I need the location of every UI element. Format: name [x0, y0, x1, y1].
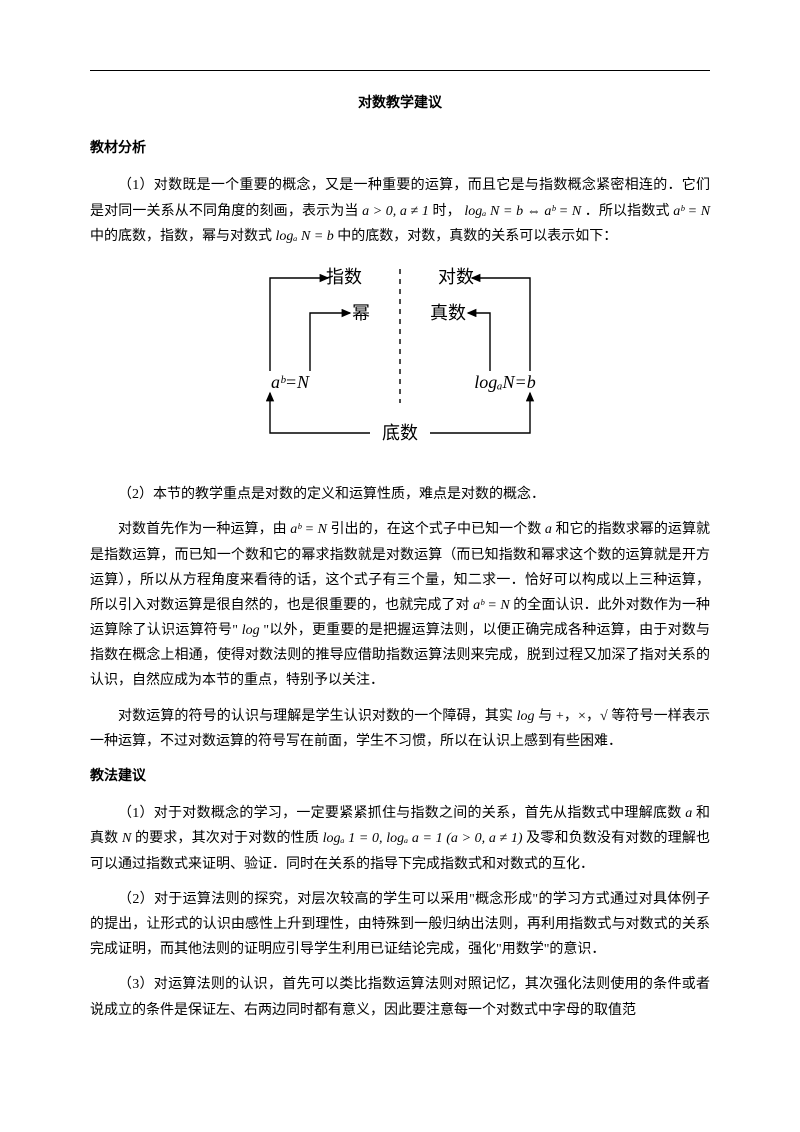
para-1: （1）对数既是一个重要的概念，又是一种重要的运算，而且它是与指数概念紧密相连的．… — [90, 173, 710, 249]
section-heading-method: 教法建议 — [90, 764, 710, 789]
bottom-left-arm — [270, 398, 370, 433]
para-5: （1）对于对数概念的学习，一定要紧紧抓住与指数之间的关系，首先从指数式中理解底数… — [90, 801, 710, 877]
relation-diagram: 指数 对数 幂 真数 aᵇ=N logₐN=b 底数 — [90, 263, 710, 462]
math-expr: aᵇ = N — [473, 598, 510, 613]
arrow-to-zhishu — [270, 278, 328, 363]
label-zhenshu: 真数 — [430, 303, 466, 323]
math-var: a — [685, 806, 692, 821]
text: 对数运算的符号的认识与理解是学生认识对数的一个障碍，其实 — [118, 709, 517, 724]
math-log: log — [517, 709, 535, 724]
bottom-right-arm — [430, 398, 530, 433]
text: 中的底数，对数，真数的关系可以表示如下： — [337, 229, 617, 244]
label-mi: 幂 — [352, 303, 370, 323]
eq-logarithm: logₐN=b — [474, 372, 535, 392]
para-6: （2）对于运算法则的探究，对层次较高的学生可以采用"概念形成"的学习方式通过对具… — [90, 887, 710, 963]
doc-title: 对数教学建议 — [90, 91, 710, 116]
arrow-to-duishu — [472, 278, 530, 363]
math-expr: logₐ N = b ⇔ aᵇ = N — [464, 204, 581, 219]
math-expr: logₐ 1 = 0, logₐ a = 1 (a > 0, a ≠ 1) — [323, 831, 523, 846]
text: 时， — [433, 204, 461, 219]
text: （1）对于对数概念的学习，一定要紧紧抓住与指数之间的关系，首先从指数式中理解底数 — [118, 806, 685, 821]
math-var: N — [122, 831, 131, 846]
eq-exponential: aᵇ=N — [271, 372, 310, 392]
arrow-to-zhenshu — [468, 313, 490, 363]
text: 中的底数，指数，幂与对数式 — [90, 229, 276, 244]
text: ．所以指数式 — [585, 204, 673, 219]
section-heading-analysis: 教材分析 — [90, 136, 710, 161]
para-7: （3）对运算法则的认识，首先可以类比指数运算法则对照记忆，其次强化法则使用的条件… — [90, 972, 710, 1022]
text: 的要求，其次对于对数的性质 — [135, 831, 323, 846]
math-var: a — [545, 522, 552, 537]
label-dishu: 底数 — [382, 423, 418, 443]
para-4: 对数运算的符号的认识与理解是学生认识对数的一个障碍，其实 log 与 +，×，√… — [90, 704, 710, 754]
text: 引出的，在这个式子中已知一个数 — [330, 522, 544, 537]
text: 对数首先作为一种运算，由 — [118, 522, 290, 537]
arrow-to-mi — [310, 313, 350, 363]
math-expr: a > 0, a ≠ 1 — [362, 204, 429, 219]
math-expr: aᵇ = N — [673, 204, 710, 219]
para-3: 对数首先作为一种运算，由 aᵇ = N 引出的，在这个式子中已知一个数 a 和它… — [90, 517, 710, 693]
top-rule — [90, 70, 710, 71]
label-zhishu: 指数 — [326, 267, 362, 287]
math-expr: aᵇ = N — [290, 522, 327, 537]
math-expr: logₐ N = b — [276, 229, 334, 244]
label-duishu: 对数 — [438, 267, 474, 287]
para-2: （2）本节的教学重点是对数的定义和运算性质，难点是对数的概念． — [90, 482, 710, 507]
math-log: log — [242, 623, 260, 638]
